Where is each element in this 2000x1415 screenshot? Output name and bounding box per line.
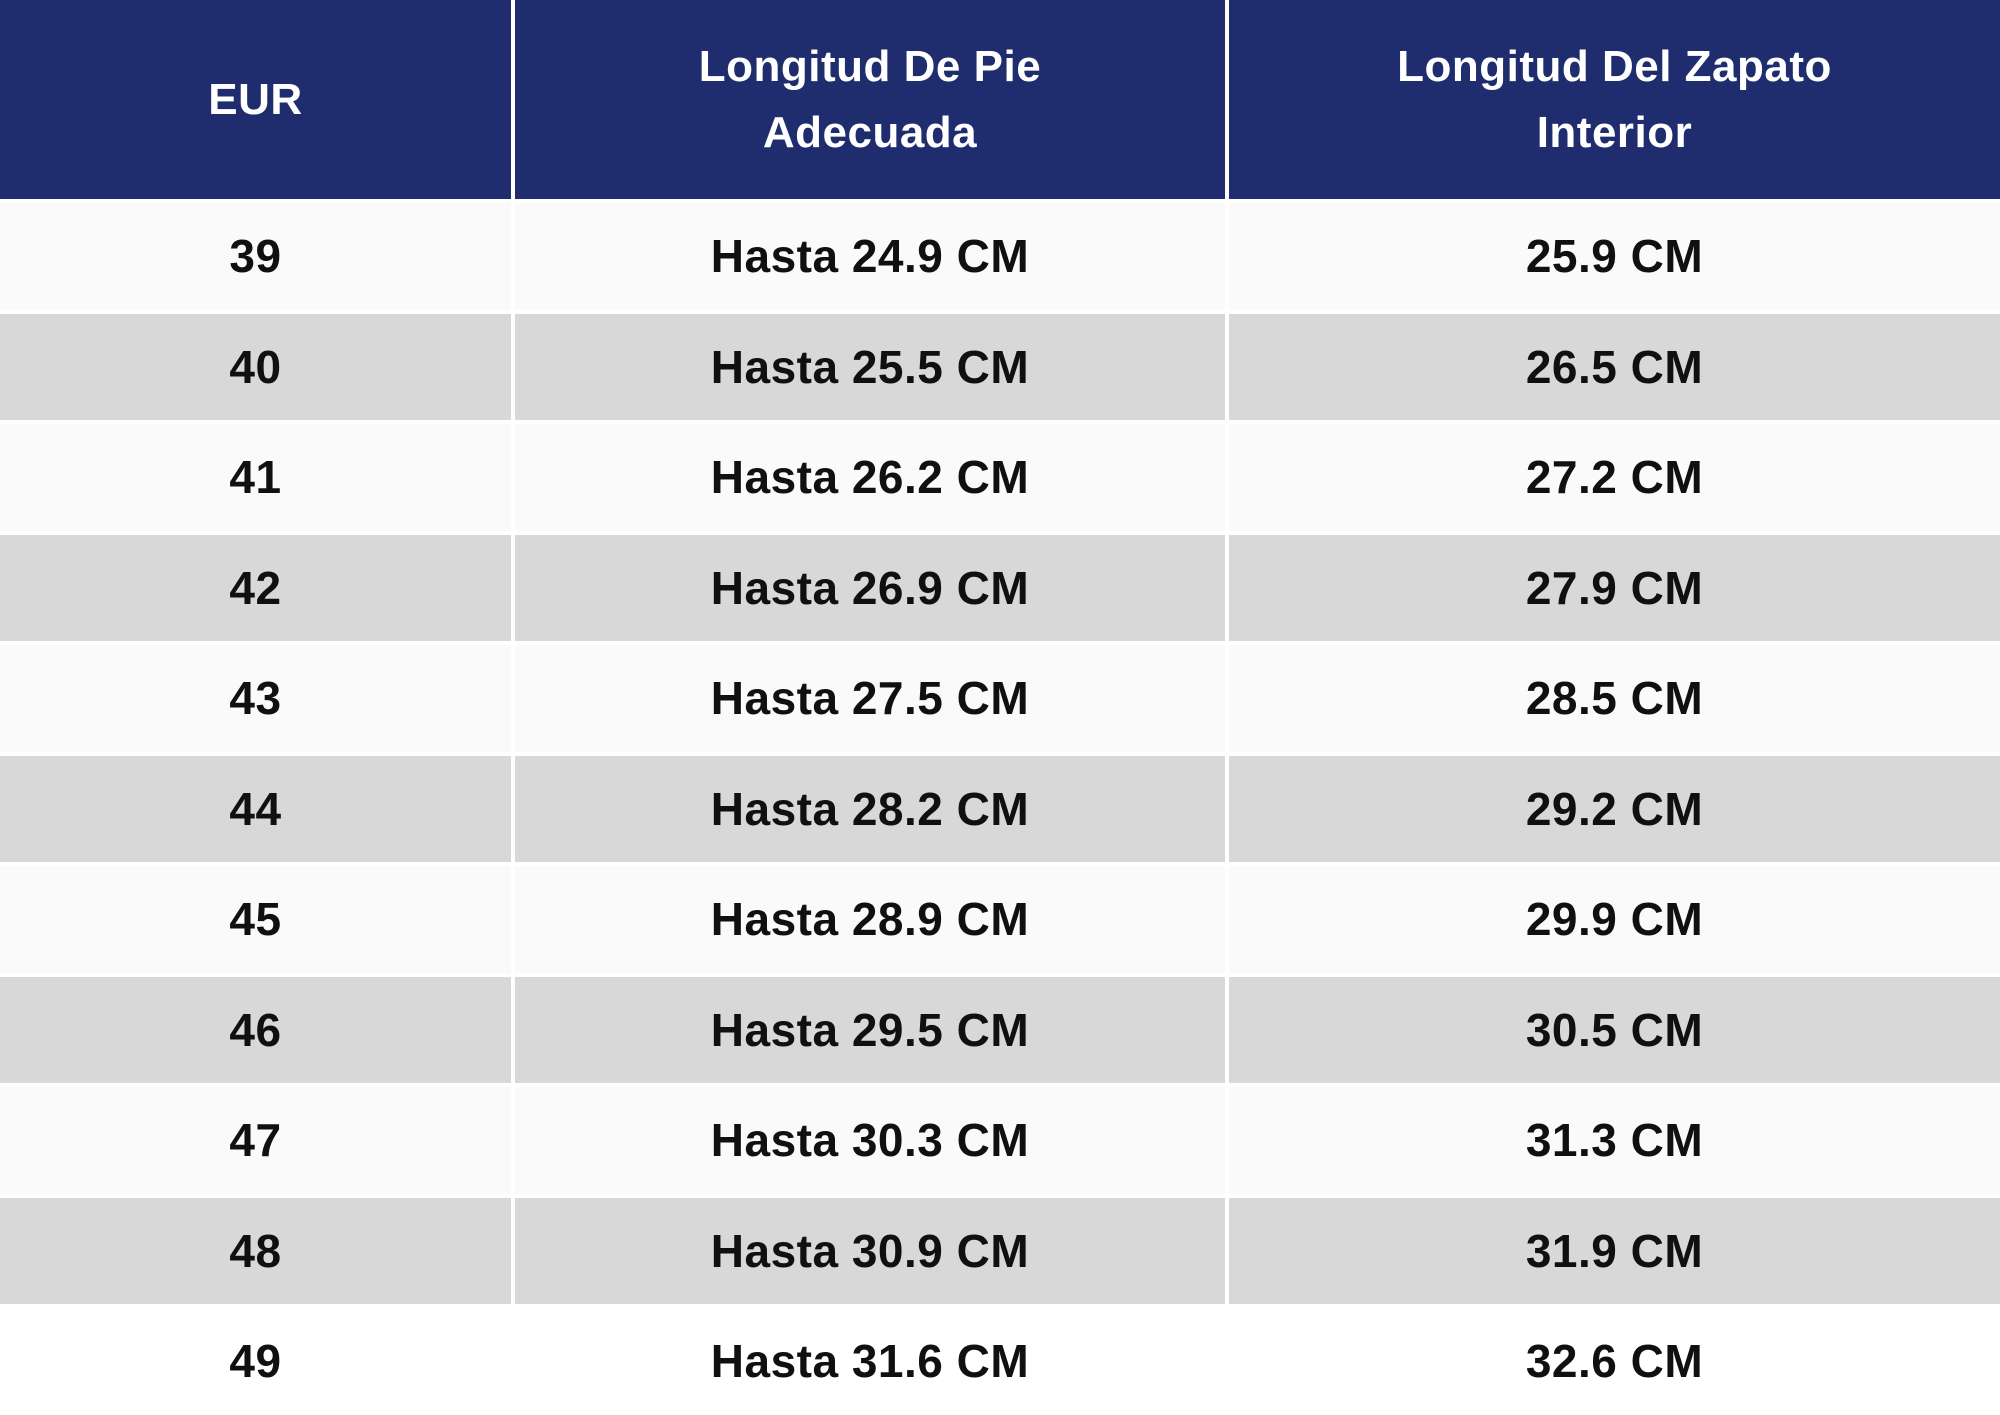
cell-shoe-inner-length: 32.6 CM (1229, 1308, 2000, 1415)
cell-foot-length: Hasta 26.9 CM (515, 534, 1225, 641)
header-label-eur: EUR (208, 74, 303, 124)
cell-shoe-inner-length: 27.9 CM (1229, 534, 2000, 641)
cell-shoe-inner-length: 29.2 CM (1229, 755, 2000, 862)
cell-eur-size: 44 (0, 755, 511, 862)
header-label-foot-length: Longitud De Pie Adecuada (698, 41, 1042, 157)
cell-shoe-inner-length: 25.9 CM (1229, 203, 2000, 310)
cell-eur-size: 41 (0, 424, 511, 531)
cell-foot-length: Hasta 27.5 CM (515, 645, 1225, 752)
cell-foot-length: Hasta 28.9 CM (515, 866, 1225, 973)
cell-foot-length: Hasta 24.9 CM (515, 203, 1225, 310)
cell-shoe-inner-length: 28.5 CM (1229, 645, 2000, 752)
cell-shoe-inner-length: 29.9 CM (1229, 866, 2000, 973)
cell-shoe-inner-length: 30.5 CM (1229, 976, 2000, 1083)
cell-foot-length: Hasta 29.5 CM (515, 976, 1225, 1083)
cell-shoe-inner-length: 26.5 CM (1229, 313, 2000, 420)
cell-eur-size: 45 (0, 866, 511, 973)
cell-eur-size: 48 (0, 1197, 511, 1304)
cell-foot-length: Hasta 30.9 CM (515, 1197, 1225, 1304)
cell-foot-length: Hasta 26.2 CM (515, 424, 1225, 531)
cell-eur-size: 40 (0, 313, 511, 420)
cell-foot-length: Hasta 28.2 CM (515, 755, 1225, 862)
cell-foot-length: Hasta 25.5 CM (515, 313, 1225, 420)
cell-eur-size: 43 (0, 645, 511, 752)
header-cell-shoe-inner-length: Longitud Del Zapato Interior (1229, 0, 2000, 199)
cell-eur-size: 47 (0, 1087, 511, 1194)
header-cell-eur: EUR (0, 0, 511, 199)
cell-eur-size: 46 (0, 976, 511, 1083)
header-cell-foot-length: Longitud De Pie Adecuada (515, 0, 1225, 199)
cell-shoe-inner-length: 31.9 CM (1229, 1197, 2000, 1304)
header-label-shoe-inner-length: Longitud Del Zapato Interior (1397, 41, 1832, 157)
cell-foot-length: Hasta 30.3 CM (515, 1087, 1225, 1194)
cell-eur-size: 39 (0, 203, 511, 310)
cell-foot-length: Hasta 31.6 CM (515, 1308, 1225, 1415)
cell-eur-size: 42 (0, 534, 511, 641)
cell-shoe-inner-length: 27.2 CM (1229, 424, 2000, 531)
cell-shoe-inner-length: 31.3 CM (1229, 1087, 2000, 1194)
cell-eur-size: 49 (0, 1308, 511, 1415)
